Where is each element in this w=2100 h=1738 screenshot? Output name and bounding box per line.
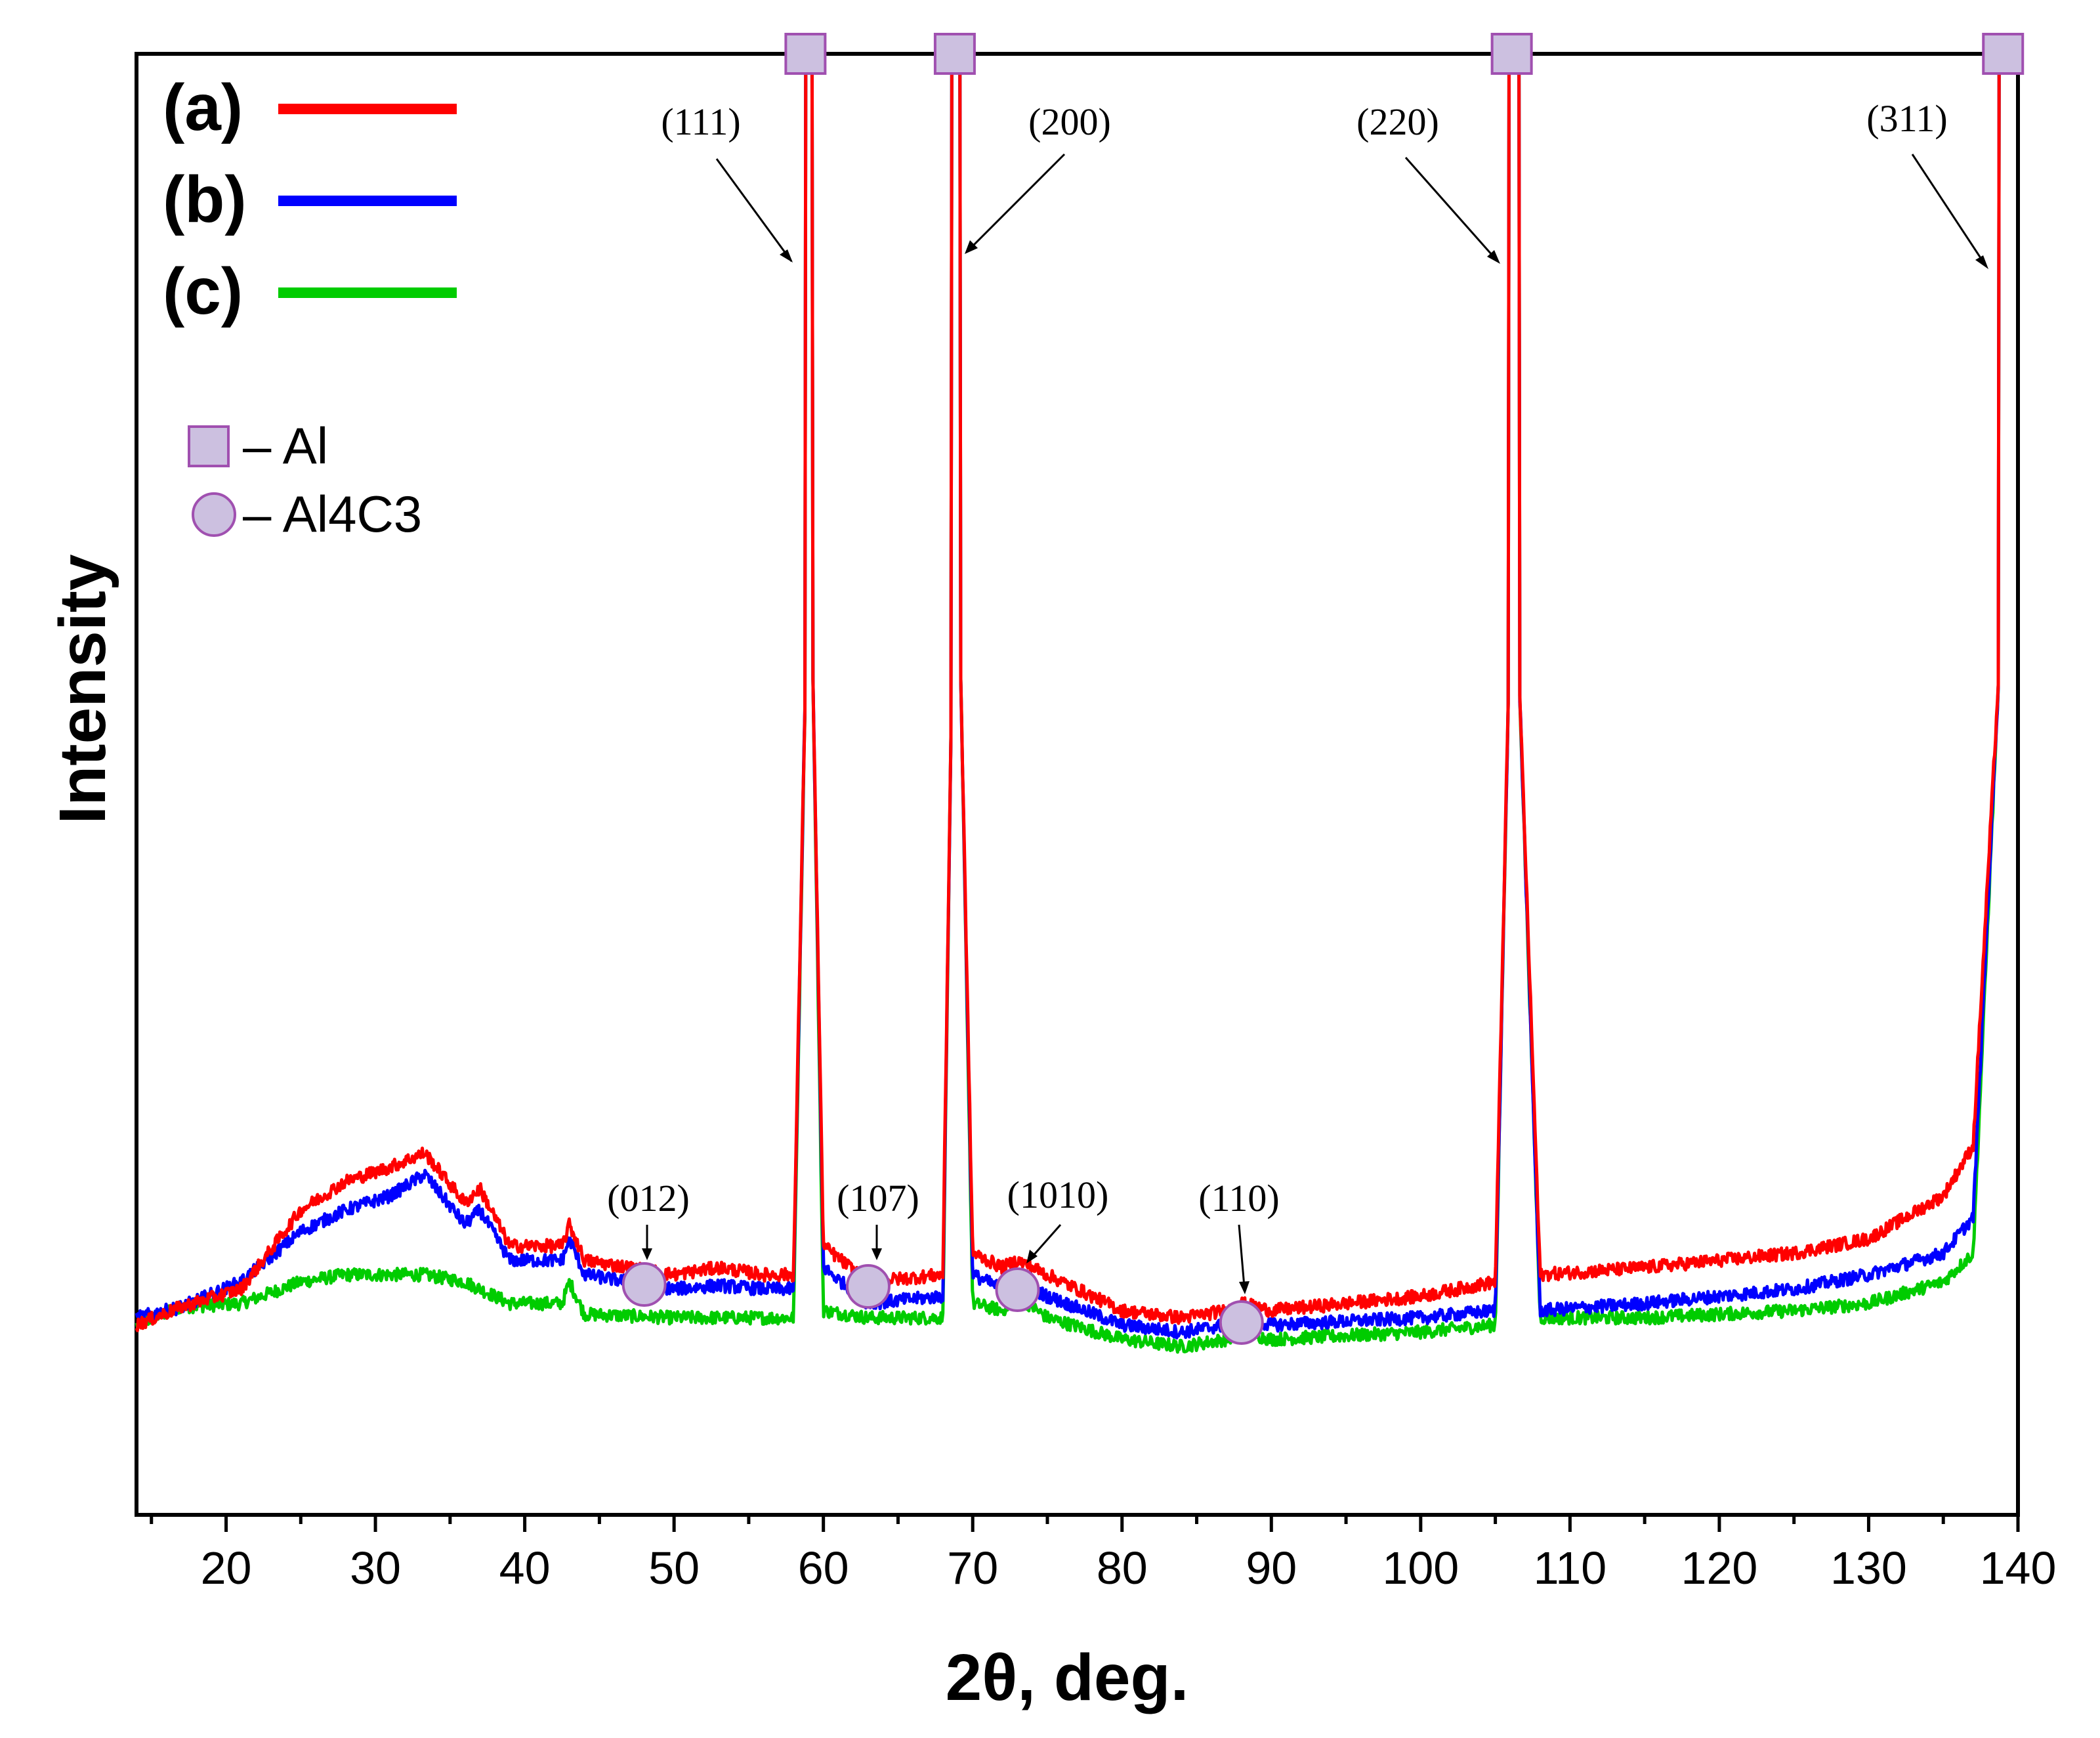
- phase-legend: – Al – Al4C3: [188, 417, 422, 543]
- series-legend: (a) (b) (c): [163, 71, 457, 328]
- hkl-arrowhead-110: [1239, 1281, 1250, 1294]
- hkl-label-111: (111): [661, 100, 740, 143]
- hkl-label-200: (200): [1028, 100, 1111, 143]
- al4c3-peak-circle-marker: [845, 1264, 891, 1309]
- x-tick-label: 120: [1681, 1542, 1758, 1594]
- x-tick-label: 90: [1246, 1542, 1297, 1594]
- x-tick-label: 140: [1980, 1542, 2057, 1594]
- al-peak-square-marker: [784, 33, 827, 75]
- x-tick-label: 100: [1382, 1542, 1459, 1594]
- legend-label-a: (a): [163, 71, 243, 144]
- hkl-arrow-200: [966, 153, 1066, 253]
- hkl-arrow-110: [1238, 1224, 1246, 1287]
- hkl-arrowhead-111: [780, 249, 793, 263]
- x-tick-label: 110: [1534, 1542, 1607, 1594]
- x-axis-title: 2θ, deg.: [946, 1641, 1189, 1714]
- x-tick-label: 40: [499, 1542, 551, 1594]
- hkl-label-220: (220): [1356, 100, 1439, 143]
- hkl-arrowhead-012: [642, 1248, 652, 1260]
- x-axis-ticks: 20 30 40 50 60 70 80 90 100 110 120 130 140: [150, 1515, 2057, 1594]
- x-tick-label: 70: [947, 1542, 998, 1594]
- hkl-arrow-220: [1404, 157, 1499, 262]
- al4c3-peak-circle-marker: [1219, 1300, 1264, 1345]
- al-peak-square-marker: [1982, 33, 2025, 75]
- al4c3-peak-circle-marker: [995, 1267, 1040, 1312]
- hkl-label-107: (107): [837, 1177, 919, 1219]
- legend-label-c: (c): [163, 255, 243, 328]
- hkl-arrowhead-311: [1975, 255, 1988, 269]
- x-tick-label: 60: [798, 1542, 849, 1594]
- hkl-label-311: (311): [1866, 97, 1947, 140]
- x-tick-label: 80: [1097, 1542, 1148, 1594]
- al-peak-square-marker: [933, 33, 976, 75]
- x-tick-label: 50: [648, 1542, 700, 1594]
- hkl-arrow-311: [1911, 154, 1987, 266]
- al4c3-peak-circle-marker: [621, 1262, 667, 1307]
- phase-legend-square-icon: [188, 425, 230, 467]
- hkl-arrowhead-220: [1487, 250, 1500, 264]
- hkl-label-1010: (1010): [1007, 1174, 1109, 1216]
- x-tick-label: 20: [201, 1542, 252, 1594]
- series-line-c: [135, 53, 2018, 1354]
- peak-annotations: (111) (200) (220) (311) (012) (107) (101…: [607, 97, 1988, 1294]
- hkl-label-110: (110): [1198, 1177, 1279, 1219]
- hkl-arrowhead-1010: [1026, 1250, 1038, 1263]
- phase-legend-circle-icon: [192, 492, 236, 537]
- plot-frame: [135, 52, 2020, 1517]
- series-line-a: [135, 53, 2018, 1332]
- series-layer: [135, 53, 2018, 1354]
- x-tick-label: 30: [350, 1542, 401, 1594]
- legend-label-b: (b): [163, 163, 247, 236]
- hkl-arrow-1010: [1029, 1224, 1062, 1260]
- x-tick-label: 130: [1830, 1542, 1907, 1594]
- peak-markers: [621, 33, 2025, 1345]
- series-line-b: [135, 53, 2018, 1340]
- phase-legend-al-label: – Al: [243, 417, 328, 475]
- y-axis-title: Intensity: [46, 554, 119, 824]
- hkl-arrowhead-200: [965, 240, 978, 254]
- hkl-arrowhead-107: [872, 1248, 882, 1260]
- hkl-label-012: (012): [607, 1177, 690, 1219]
- al-peak-square-marker: [1490, 33, 1533, 75]
- hkl-arrow-111: [715, 158, 793, 262]
- phase-legend-al4c3-label: – Al4C3: [243, 485, 422, 543]
